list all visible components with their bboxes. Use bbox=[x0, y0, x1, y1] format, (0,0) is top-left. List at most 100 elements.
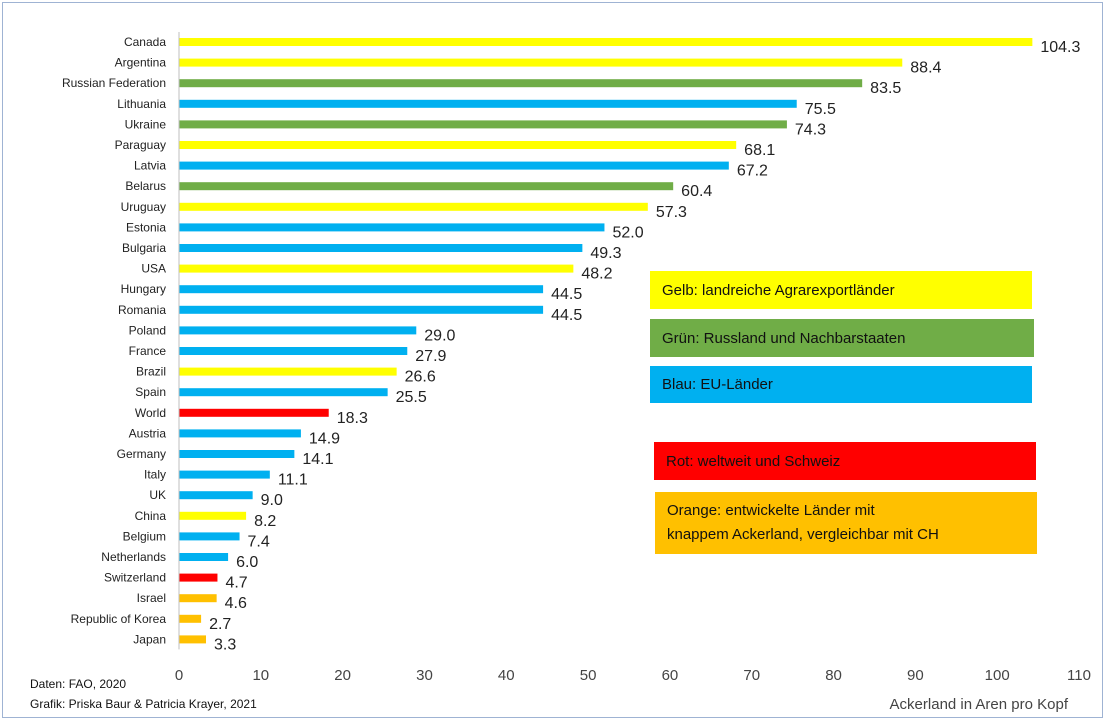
x-tick-label-70: 70 bbox=[743, 667, 760, 684]
bar-usa bbox=[179, 264, 574, 273]
bar-world bbox=[179, 408, 329, 417]
bar-estonia bbox=[179, 223, 605, 232]
bar-italy bbox=[179, 470, 270, 479]
value-label-france: 27.9 bbox=[415, 348, 446, 365]
category-label-china: China bbox=[135, 509, 167, 523]
category-label-hungary: Hungary bbox=[121, 282, 166, 296]
bar-uk bbox=[179, 491, 253, 500]
bar-poland bbox=[179, 326, 417, 335]
x-tick-label-60: 60 bbox=[662, 667, 679, 684]
bar-belgium bbox=[179, 532, 240, 541]
bar-ukraine bbox=[179, 120, 787, 129]
category-label-romania: Romania bbox=[118, 303, 166, 317]
value-label-hungary: 44.5 bbox=[551, 286, 582, 303]
bar-lithuania bbox=[179, 99, 797, 108]
bar-spain bbox=[179, 388, 388, 397]
value-label-bulgaria: 49.3 bbox=[590, 245, 621, 262]
bar-latvia bbox=[179, 161, 729, 170]
bar-germany bbox=[179, 450, 295, 458]
bar-hungary bbox=[179, 285, 544, 294]
bar-netherlands bbox=[179, 553, 229, 561]
bar-republic-of-korea bbox=[179, 614, 202, 623]
bar-bulgaria bbox=[179, 244, 583, 252]
bar-canada bbox=[179, 38, 1033, 46]
category-label-world: World bbox=[135, 406, 166, 420]
value-label-poland: 29.0 bbox=[424, 327, 455, 344]
category-label-israel: Israel bbox=[137, 591, 166, 605]
bar-france bbox=[179, 347, 408, 355]
category-label-canada: Canada bbox=[124, 35, 166, 49]
value-label-lithuania: 75.5 bbox=[805, 101, 836, 118]
credit-note: Grafik: Priska Baur & Patricia Krayer, 2… bbox=[30, 697, 257, 711]
x-tick-label-110: 110 bbox=[1067, 667, 1091, 684]
category-label-belgium: Belgium bbox=[123, 529, 166, 543]
value-label-latvia: 67.2 bbox=[737, 163, 768, 180]
legend-yellow: Gelb: landreiche Agrarexportländer bbox=[650, 271, 1032, 309]
legend-blue: Blau: EU-Länder bbox=[650, 366, 1032, 403]
category-label-brazil: Brazil bbox=[136, 365, 166, 379]
value-label-usa: 48.2 bbox=[581, 266, 612, 283]
x-tick-labels-group: 0 10 20 30 40 50 60 70 80 90 100 110 bbox=[175, 667, 1091, 684]
x-tick-label-80: 80 bbox=[825, 667, 842, 684]
value-label-netherlands: 6.0 bbox=[236, 554, 258, 571]
bar-argentina bbox=[179, 58, 903, 67]
category-label-japan: Japan bbox=[133, 632, 166, 646]
category-label-lithuania: Lithuania bbox=[117, 97, 166, 111]
value-label-israel: 4.6 bbox=[225, 595, 247, 612]
value-label-romania: 44.5 bbox=[551, 307, 582, 324]
value-label-uk: 9.0 bbox=[261, 492, 283, 509]
category-label-estonia: Estonia bbox=[126, 220, 166, 234]
category-label-italy: Italy bbox=[144, 468, 166, 482]
category-label-austria: Austria bbox=[129, 426, 167, 440]
value-label-estonia: 52.0 bbox=[612, 224, 643, 241]
value-label-switzerland: 4.7 bbox=[225, 575, 247, 592]
category-label-poland: Poland bbox=[129, 323, 166, 337]
source-note: Daten: FAO, 2020 bbox=[30, 677, 127, 691]
value-label-paraguay: 68.1 bbox=[744, 142, 775, 159]
category-label-paraguay: Paraguay bbox=[115, 138, 166, 152]
category-label-belarus: Belarus bbox=[125, 179, 166, 193]
value-label-world: 18.3 bbox=[337, 410, 368, 427]
x-tick-label-20: 20 bbox=[334, 667, 351, 684]
bar-russian-federation bbox=[179, 79, 863, 88]
category-labels-group: Canada Argentina Russian Federation Lithuan… bbox=[62, 35, 166, 646]
legend-green-text: Grün: Russland und Nachbarstaaten bbox=[662, 329, 906, 347]
bar-brazil bbox=[179, 367, 397, 376]
category-label-bulgaria: Bulgaria bbox=[122, 241, 166, 255]
x-tick-label-30: 30 bbox=[416, 667, 433, 684]
category-label-germany: Germany bbox=[117, 447, 166, 461]
x-axis-label: Ackerland in Aren pro Kopf bbox=[890, 696, 1069, 713]
value-label-italy: 11.1 bbox=[278, 472, 308, 489]
x-tick-label-90: 90 bbox=[907, 667, 924, 684]
category-label-france: France bbox=[129, 344, 167, 358]
x-tick-label-0: 0 bbox=[175, 667, 183, 684]
value-label-spain: 25.5 bbox=[396, 389, 427, 406]
value-label-russian-federation: 83.5 bbox=[870, 80, 901, 97]
bar-china bbox=[179, 511, 247, 520]
legend-green: Grün: Russland und Nachbarstaaten bbox=[650, 319, 1034, 357]
category-label-uk: UK bbox=[149, 488, 166, 502]
category-label-argentina: Argentina bbox=[115, 56, 167, 70]
value-label-japan: 3.3 bbox=[214, 636, 236, 653]
value-label-belarus: 60.4 bbox=[681, 183, 712, 200]
bars-group bbox=[179, 38, 1033, 644]
value-label-china: 8.2 bbox=[254, 513, 276, 530]
legend-orange-text: Orange: entwickelte Länder mit knappem A… bbox=[667, 502, 939, 543]
x-tick-label-50: 50 bbox=[580, 667, 597, 684]
value-labels-group: 104.3 88.4 83.5 75.5 74.3 68.1 67.2 60.4 57.3 52.… bbox=[209, 39, 1080, 653]
legend-blue-text: Blau: EU-Länder bbox=[662, 376, 773, 393]
category-label-republic-of-korea: Republic of Korea bbox=[71, 612, 167, 626]
category-label-usa: USA bbox=[141, 262, 166, 276]
value-label-brazil: 26.6 bbox=[405, 369, 436, 386]
category-label-netherlands: Netherlands bbox=[101, 550, 166, 564]
value-label-argentina: 88.4 bbox=[910, 60, 941, 77]
bar-japan bbox=[179, 635, 206, 644]
x-tick-label-40: 40 bbox=[498, 667, 515, 684]
category-label-spain: Spain bbox=[135, 385, 166, 399]
x-tick-label-10: 10 bbox=[252, 667, 269, 684]
category-label-russian-federation: Russian Federation bbox=[62, 76, 166, 90]
x-tick-label-100: 100 bbox=[985, 667, 1010, 684]
legend-orange: Orange: entwickelte Länder mit knappem A… bbox=[655, 492, 1037, 554]
value-label-uruguay: 57.3 bbox=[656, 204, 687, 221]
